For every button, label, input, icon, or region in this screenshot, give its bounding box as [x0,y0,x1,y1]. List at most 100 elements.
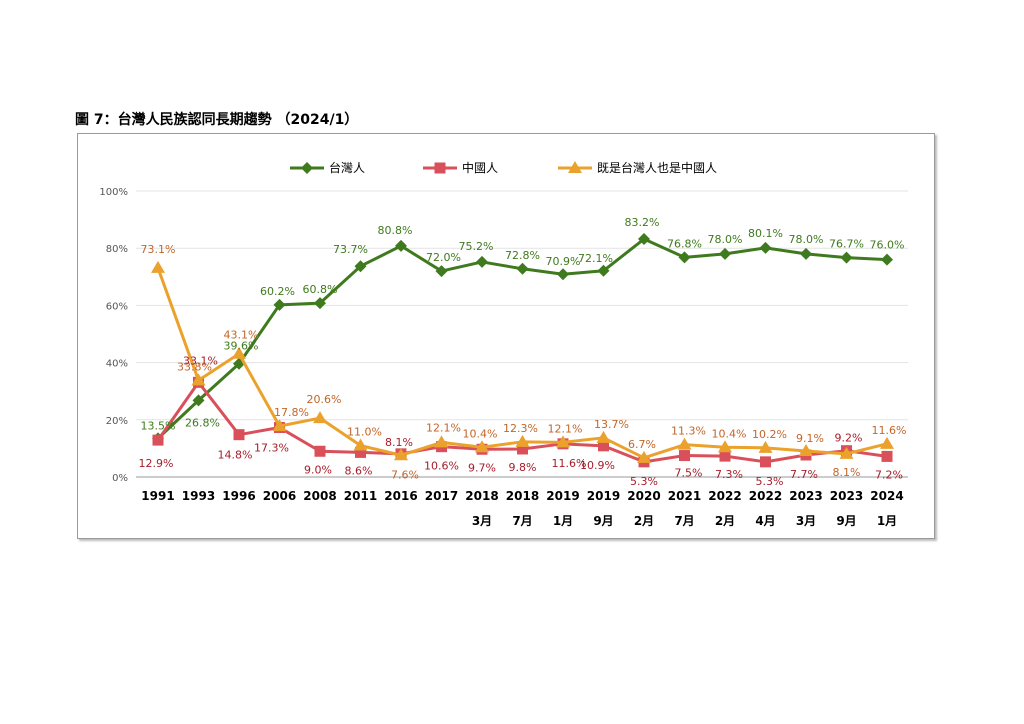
data-label: 10.9% [580,459,615,472]
data-label: 12.1% [426,421,461,434]
data-label: 7.2% [875,468,903,481]
data-label: 75.2% [459,240,494,253]
data-point-triangle [677,437,692,450]
x-tick-label: 1991 [141,489,174,503]
data-label: 6.7% [628,438,656,451]
y-tick-label: 40% [106,359,128,370]
data-label: 12.9% [139,457,174,470]
legend-label: 中國人 [462,160,498,175]
data-label: 70.9% [546,255,581,268]
data-label: 80.8% [378,224,413,237]
data-point-triangle [232,346,246,359]
x-tick-label: 2024 [870,489,903,503]
data-point-triangle [880,436,894,449]
data-point-triangle [475,440,489,453]
data-label: 13.5% [141,419,176,432]
data-label: 33.1% [183,354,218,367]
x-tick-label: 2022 [749,489,782,503]
data-point-triangle [394,448,408,461]
data-label: 76.8% [667,237,702,250]
data-label: 83.2% [625,216,660,229]
data-point-diamond [192,394,205,407]
data-point-square [881,450,893,462]
data-point-diamond [476,255,488,268]
legend-label: 台灣人 [329,160,365,175]
data-label: 20.6% [307,393,342,406]
x-tick-label: 2023 [789,489,822,503]
data-point-diamond [273,298,286,311]
data-label: 7.5% [675,467,703,480]
x-tick-label: 2017 [425,489,458,503]
x-tick-sublabel: 7月 [512,514,532,528]
y-tick-label: 60% [106,301,128,312]
data-point-triangle [353,438,368,451]
x-tick-sublabel: 2月 [715,514,735,528]
data-label: 72.8% [505,249,540,262]
data-point-diamond [840,251,853,264]
data-point-diamond [678,251,691,264]
data-label: 9.7% [468,461,496,474]
data-label: 73.1% [141,243,176,256]
data-point-diamond [557,268,569,281]
x-tick-sublabel: 2月 [634,514,654,528]
x-tick-sublabel: 9月 [593,514,613,528]
data-point-diamond [354,260,367,273]
data-label: 8.1% [385,436,413,449]
data-point-square [152,434,164,446]
data-label: 72.0% [426,251,461,264]
data-point-triangle [434,435,449,448]
data-label: 7.7% [790,468,818,481]
y-tick-label: 100% [99,187,128,198]
data-label: 72.1% [578,252,613,265]
data-point-diamond [719,247,731,260]
data-point-square [760,456,771,468]
x-tick-label: 2023 [830,489,863,503]
data-label: 39.6% [224,340,259,353]
x-tick-sublabel: 9月 [836,514,856,528]
line-chart: 0% 20% 40% 60% 80% 100% 1991 1993 1996 2006 2008 20… [99,160,908,528]
x-tick-label: 2018 [465,489,498,503]
data-point-triangle [515,434,530,447]
x-tick-sublabel: 3月 [796,514,816,528]
legend-marker-triangle [568,161,582,173]
data-label: 78.0% [789,233,824,246]
data-label: 78.0% [708,233,743,246]
data-label: 13.7% [594,418,629,431]
data-point-diamond [638,233,650,246]
data-label: 12.1% [548,422,583,435]
x-tick-sublabel: 7月 [674,514,694,528]
data-point-triangle [191,373,206,386]
data-point-diamond [395,239,407,252]
data-label: 10.6% [424,460,459,473]
data-label: 7.3% [715,468,743,481]
data-point-triangle [799,443,813,456]
data-point-diamond [800,247,812,260]
data-point-diamond [759,241,772,254]
data-label: 10.4% [712,427,747,440]
data-label: 26.8% [185,416,220,429]
x-tick-label: 2018 [506,489,539,503]
data-label: 12.3% [503,422,538,435]
data-label: 76.0% [870,239,905,252]
data-point-square [233,429,245,441]
data-label: 60.8% [303,283,338,296]
x-tick-label: 2016 [384,489,417,503]
x-tick-label: 2006 [263,489,296,503]
data-point-triangle [272,419,287,432]
data-point-diamond [314,297,326,310]
data-label: 9.0% [304,463,332,476]
data-point-triangle [151,260,165,273]
x-tick-label: 2019 [587,489,620,503]
data-point-triangle [758,440,773,453]
data-point-square [598,440,609,452]
data-label: 76.7% [829,238,864,251]
y-tick-label: 80% [106,244,128,255]
data-point-square [517,443,528,455]
x-tick-label: 2020 [627,489,660,503]
data-point-diamond [597,264,610,277]
x-tick-label: 2019 [546,489,579,503]
x-tick-label: 2011 [344,489,377,503]
x-tick-label: 1993 [182,489,215,503]
data-label: 7.6% [391,468,419,481]
data-label: 11.0% [347,426,382,439]
